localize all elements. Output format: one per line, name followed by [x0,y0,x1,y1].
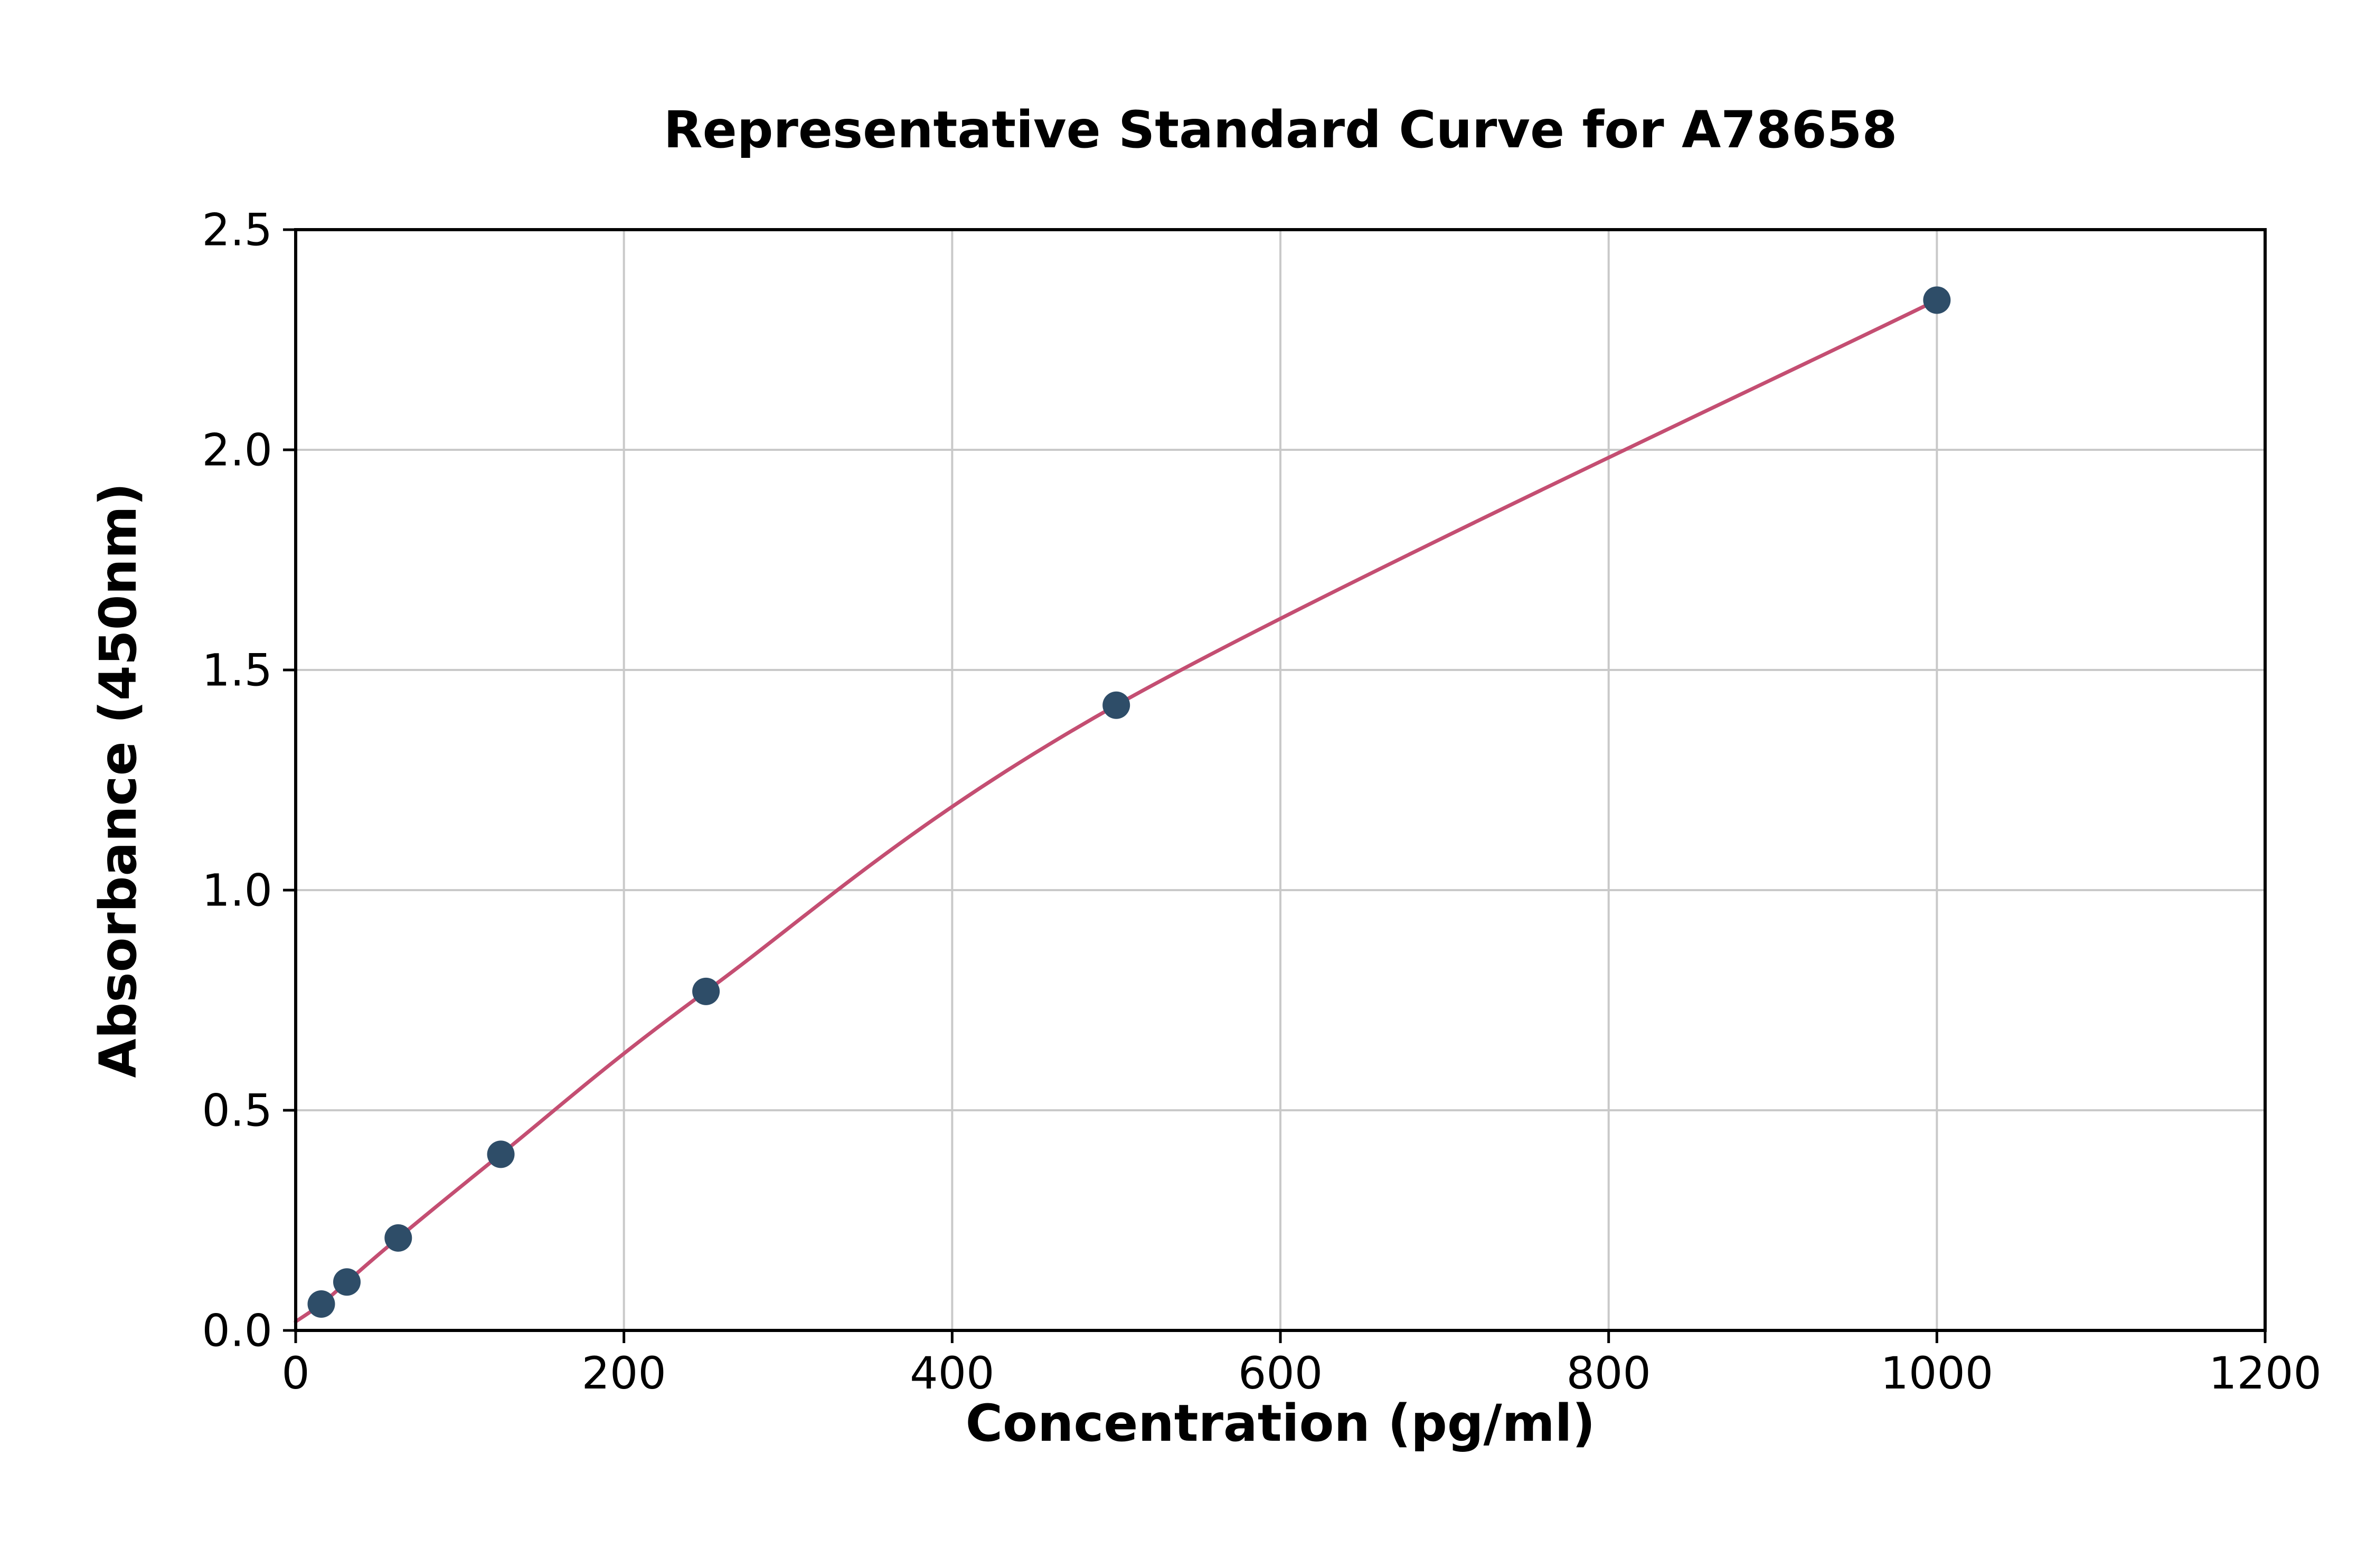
plot-border [294,228,2267,1332]
data-point [1923,286,1951,314]
data-point [692,977,720,1005]
data-point [487,1140,515,1168]
y-tick-label: 2.5 [202,204,272,256]
y-tick-label: 1.5 [202,644,272,696]
x-tick-label: 0 [281,1347,309,1399]
x-tick-label: 400 [910,1347,994,1399]
data-point [1102,691,1130,719]
data-point [333,1268,361,1296]
y-tick-label: 1.0 [202,864,272,916]
x-tick-label: 800 [1566,1347,1651,1399]
data-point [384,1224,412,1252]
x-tick-label: 1200 [2209,1347,2322,1399]
curve-path [294,298,1939,1324]
chart-title: Representative Standard Curve for A78658 [663,100,1898,159]
y-tick-label: 2.0 [202,424,272,476]
y-tick-label: 0.5 [202,1084,272,1136]
x-tick-label: 200 [581,1347,666,1399]
data-point [307,1290,335,1318]
x-tick-label: 1000 [1880,1347,1993,1399]
y-tick-label: 0.0 [202,1305,272,1356]
x-axis-label: Concentration (pg/ml) [965,1394,1596,1453]
x-tick-label: 600 [1238,1347,1323,1399]
